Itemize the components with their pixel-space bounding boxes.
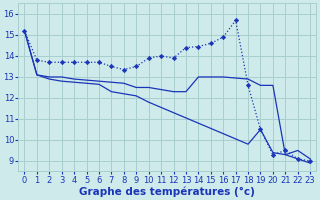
X-axis label: Graphe des températures (°c): Graphe des températures (°c)	[79, 186, 255, 197]
